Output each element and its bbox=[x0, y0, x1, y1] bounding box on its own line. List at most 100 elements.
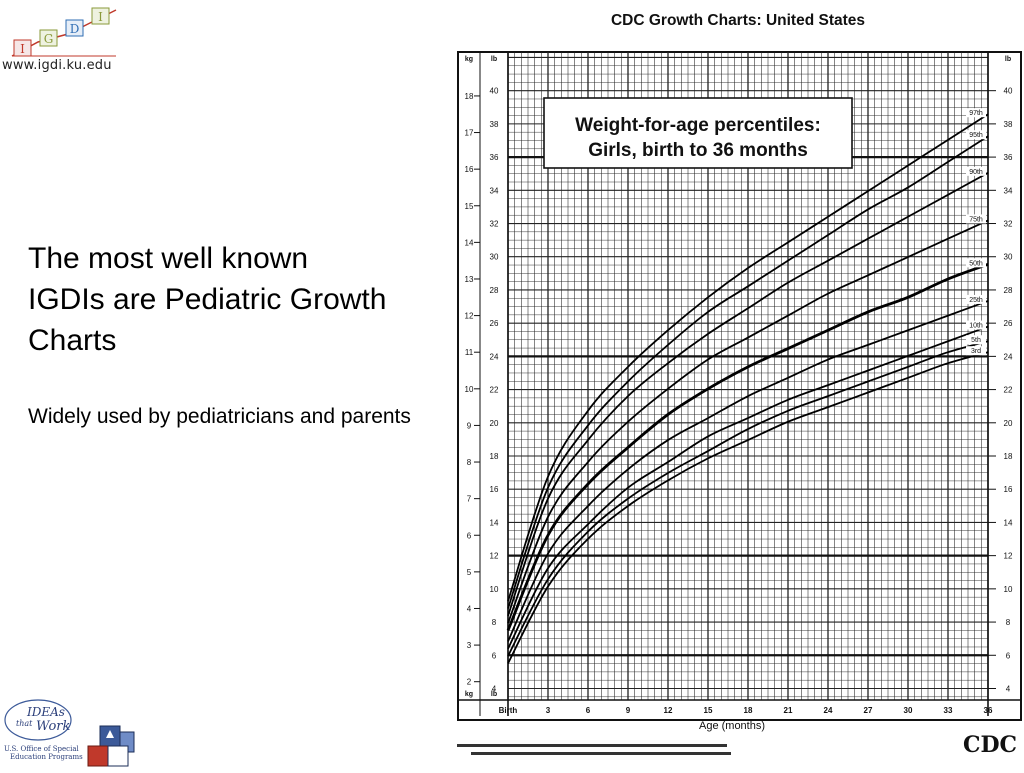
kg-unit-label-top: kg bbox=[465, 56, 473, 63]
percentile-curve-25th bbox=[507, 300, 989, 642]
percentile-label: 97th bbox=[969, 110, 983, 117]
lb-tick-label-left: 36 bbox=[490, 153, 499, 162]
lb-tick-label-right: 28 bbox=[1004, 286, 1013, 295]
x-tick-label: 18 bbox=[744, 706, 753, 715]
kg-tick-label: 8 bbox=[467, 458, 472, 467]
lb-tick-label-right: 22 bbox=[1004, 386, 1013, 395]
percentile-label: 5th bbox=[971, 337, 981, 344]
growth-chart-svg: CDC Growth Charts: United States 2345678… bbox=[457, 12, 1022, 758]
lb-tick-label-left: 14 bbox=[490, 518, 499, 527]
percentile-label: 95th bbox=[969, 132, 983, 139]
percentile-curve-95th bbox=[507, 135, 989, 609]
lb-tick-label-left: 28 bbox=[490, 286, 499, 295]
lb-tick-label-right: 20 bbox=[1004, 419, 1013, 428]
kg-tick-label: 16 bbox=[465, 165, 474, 174]
blocks-icon bbox=[87, 725, 135, 767]
kg-tick-label: 11 bbox=[465, 348, 474, 357]
kg-tick-label: 9 bbox=[467, 421, 472, 430]
lb-tick-label-right: 8 bbox=[1006, 618, 1011, 627]
kg-tick-label: 2 bbox=[467, 678, 472, 687]
lb-tick-label-left: 6 bbox=[492, 651, 497, 660]
lb-unit-label-right: lb bbox=[1005, 56, 1011, 63]
kg-unit-label-bottom: kg bbox=[465, 691, 473, 698]
lb-tick-label-left: 12 bbox=[490, 552, 499, 561]
kg-tick-label: 15 bbox=[465, 202, 474, 211]
lb-unit-label-top: lb bbox=[491, 56, 497, 63]
lb-tick-label-left: 34 bbox=[490, 186, 499, 195]
lb-tick-label-right: 40 bbox=[1004, 87, 1013, 96]
x-tick-label: Birth bbox=[499, 706, 518, 715]
kg-tick-label: 6 bbox=[467, 531, 472, 540]
lb-tick-label-right: 26 bbox=[1004, 319, 1013, 328]
igdi-logo-graphic: I G D I bbox=[11, 7, 117, 57]
percentile-curve-10th bbox=[507, 325, 989, 650]
logo-letter-2: G bbox=[44, 32, 54, 46]
kg-tick-label: 5 bbox=[467, 568, 472, 577]
kg-tick-label: 3 bbox=[467, 641, 472, 650]
lb-tick-label-left: 30 bbox=[490, 253, 499, 262]
x-tick-label: 12 bbox=[664, 706, 673, 715]
ideas-that-work-logo: IDEAs that Work U.S. Office of Special E… bbox=[2, 698, 138, 768]
lb-unit-label-bottom: lb bbox=[491, 691, 497, 698]
percentile-label: 10th bbox=[969, 323, 983, 330]
lb-tick-label-left: 24 bbox=[490, 352, 499, 361]
lb-tick-label-right: 16 bbox=[1004, 485, 1013, 494]
logo-letter-3: D bbox=[70, 22, 80, 36]
lb-tick-label-left: 8 bbox=[492, 618, 497, 627]
kg-tick-label: 18 bbox=[465, 92, 474, 101]
x-tick-label: 21 bbox=[784, 706, 793, 715]
percentile-label: 90th bbox=[969, 169, 983, 176]
x-tick-label: 3 bbox=[546, 706, 551, 715]
lb-tick-label-right: 30 bbox=[1004, 253, 1013, 262]
ideas-logo-caption1: U.S. Office of Special bbox=[4, 745, 79, 753]
site-url[interactable]: www.igdi.ku.edu bbox=[2, 58, 112, 73]
percentile-curve-90th bbox=[507, 172, 989, 617]
lb-tick-label-left: 40 bbox=[490, 87, 499, 96]
kg-tick-label: 10 bbox=[465, 385, 474, 394]
slide-subtext: Widely used by pediatricians and parents bbox=[28, 405, 411, 428]
cdc-logo: CDC bbox=[963, 732, 1017, 758]
lb-tick-label-right: 12 bbox=[1004, 552, 1013, 561]
x-tick-label: 9 bbox=[626, 706, 631, 715]
x-tick-label: 6 bbox=[586, 706, 591, 715]
ideas-logo-line3: Work bbox=[36, 719, 71, 734]
percentile-curve-75th bbox=[507, 219, 989, 624]
igdi-logo[interactable]: I G D I bbox=[8, 4, 120, 74]
percentile-curve-50th bbox=[506, 263, 989, 631]
kg-tick-label: 7 bbox=[467, 495, 472, 504]
kg-tick-label: 13 bbox=[465, 275, 474, 284]
x-axis-label: Age (months) bbox=[699, 720, 765, 732]
ideas-logo-caption2: Education Programs bbox=[10, 753, 83, 761]
x-tick-label: 30 bbox=[904, 706, 913, 715]
chart-title-line1: Weight-for-age percentiles: bbox=[575, 115, 821, 136]
kg-tick-label: 12 bbox=[465, 312, 474, 321]
kg-tick-label: 4 bbox=[467, 604, 472, 613]
lb-tick-label-left: 32 bbox=[490, 220, 499, 229]
x-tick-label: 33 bbox=[944, 706, 953, 715]
footer-fineprint bbox=[457, 744, 731, 755]
lb-tick-label-right: 38 bbox=[1004, 120, 1013, 129]
percentile-curve-5th bbox=[507, 340, 989, 657]
lb-tick-label-right: 34 bbox=[1004, 186, 1013, 195]
ideas-logo-line2: that bbox=[16, 719, 33, 728]
lb-tick-label-left: 10 bbox=[490, 585, 499, 594]
lb-tick-label-left: 16 bbox=[490, 485, 499, 494]
lb-tick-label-left: 4 bbox=[492, 684, 497, 693]
lb-tick-label-left: 20 bbox=[490, 419, 499, 428]
chart-title-box bbox=[543, 97, 853, 169]
percentile-label: 3rd bbox=[971, 348, 981, 355]
percentile-curve-3rd bbox=[507, 351, 989, 664]
x-tick-label: 24 bbox=[824, 706, 833, 715]
chart-title-line2: Girls, birth to 36 months bbox=[588, 140, 808, 161]
lb-tick-label-left: 26 bbox=[490, 319, 499, 328]
lb-tick-label-right: 10 bbox=[1004, 585, 1013, 594]
ideas-logo-line1: IDEAs bbox=[26, 705, 65, 719]
percentile-label: 75th bbox=[969, 216, 983, 223]
chart-header: CDC Growth Charts: United States bbox=[611, 12, 865, 29]
lb-tick-label-right: 32 bbox=[1004, 220, 1013, 229]
percentile-label: 50th bbox=[969, 260, 983, 267]
lb-tick-label-right: 36 bbox=[1004, 153, 1013, 162]
percentile-label: 25th bbox=[969, 297, 983, 304]
logo-letter-4: I bbox=[98, 10, 103, 24]
